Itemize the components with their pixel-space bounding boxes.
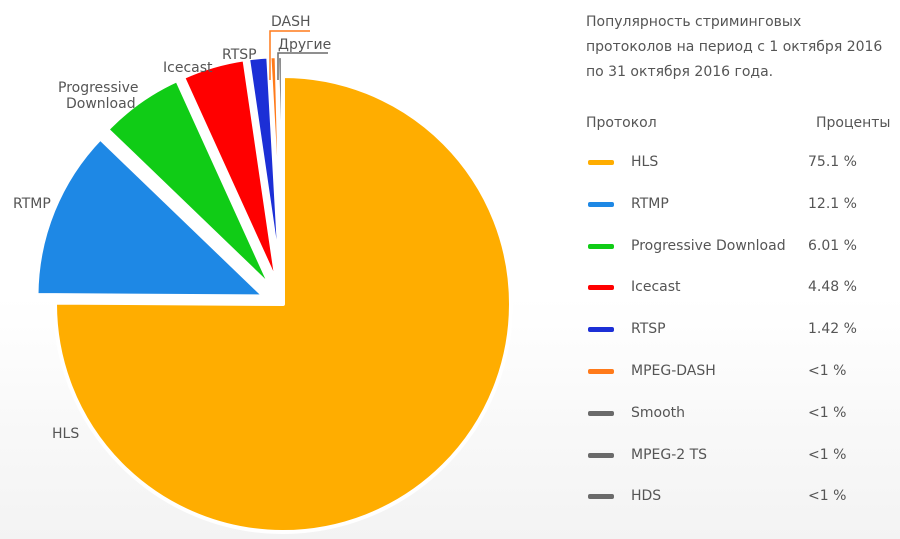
legend-swatch <box>588 243 614 249</box>
legend-value: 75.1 % <box>808 154 857 170</box>
legend-swatch <box>588 327 614 333</box>
legend-header-percent: Проценты <box>816 115 891 131</box>
legend-header-protocol: Протокол <box>586 115 657 131</box>
legend-value: <1 % <box>808 488 847 505</box>
legend-row: MPEG-2 TS <1 % <box>588 444 888 464</box>
legend-value: 6.01 % <box>808 237 857 254</box>
legend-label: HLS <box>631 154 659 170</box>
legend-label: RTSP <box>631 321 666 338</box>
slice-label-0: HLS <box>52 426 79 442</box>
legend-swatch <box>588 452 614 458</box>
legend-swatch <box>588 160 614 165</box>
legend-row: RTSP 1.42 % <box>588 318 888 338</box>
slice-label-4: RTSP <box>222 47 257 63</box>
legend-swatch <box>588 369 614 374</box>
leader-other <box>277 52 328 80</box>
legend-value: <1 % <box>808 363 847 379</box>
legend-label: Smooth <box>631 404 686 421</box>
slice-label-6: Другие <box>278 37 331 53</box>
chart-title: Популярность стриминговых протоколов на … <box>586 14 883 80</box>
legend-label: Progressive Download <box>631 237 786 254</box>
legend-row: RTMP 12.1 % <box>588 193 888 213</box>
legend-label: MPEG-2 TS <box>631 446 708 463</box>
pie-slice-3 <box>181 57 280 287</box>
pie-slice-0 <box>53 74 513 534</box>
legend-swatch <box>588 201 614 207</box>
slice-label-2: Progressive Download <box>58 80 139 112</box>
legend-swatch <box>588 285 614 291</box>
leader-dash <box>269 30 310 80</box>
legend-row: HLS 75.1 % <box>588 151 888 171</box>
legend-row: HDS <1 % <box>588 485 888 505</box>
pie-slice-1 <box>34 136 267 299</box>
legend-value: <1 % <box>808 404 847 421</box>
legend-swatch <box>588 410 614 416</box>
legend-row: Icecast 4.48 % <box>588 276 888 296</box>
legend-value: 4.48 % <box>808 279 857 296</box>
slice-label-3: Icecast <box>163 60 213 76</box>
legend-label: HDS <box>631 488 662 505</box>
legend-value: <1 % <box>808 446 847 463</box>
legend-value: 12.1 % <box>808 195 857 212</box>
legend-label: Icecast <box>631 279 681 296</box>
slice-label-5: DASH <box>271 14 311 30</box>
pie-slice-6 <box>275 54 285 287</box>
legend-row: Progressive Download 6.01 % <box>588 235 888 255</box>
pie-chart: HLS RTMP Progressive Download Icecast RTSP DAS… <box>13 14 513 534</box>
legend-row: MPEG-DASH <1 % <box>588 360 888 380</box>
pie-slice-2 <box>105 78 274 290</box>
slice-label-1: RTMP <box>13 196 51 212</box>
legend-label: RTMP <box>631 195 669 212</box>
legend-swatch <box>588 494 614 500</box>
legend-value: 1.42 % <box>808 321 857 338</box>
legend-label: MPEG-DASH <box>631 363 716 379</box>
legend-row: Smooth <1 % <box>588 402 888 422</box>
